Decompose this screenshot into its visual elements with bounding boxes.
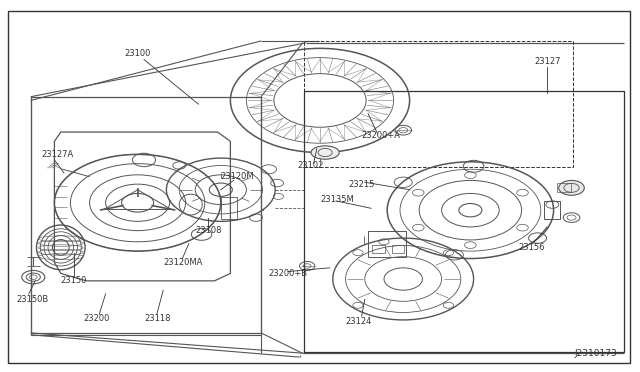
Text: J2310173: J2310173 [575, 349, 618, 358]
Bar [304, 91, 624, 352]
Bar [544, 201, 560, 219]
Text: 23127A: 23127A [42, 150, 74, 159]
Bar [557, 183, 571, 192]
Ellipse shape [311, 146, 339, 159]
Text: 23102: 23102 [298, 161, 324, 170]
Text: 23124: 23124 [346, 317, 372, 326]
Text: 23150: 23150 [61, 276, 87, 285]
Text: 23100: 23100 [125, 49, 151, 58]
Text: 23200+A: 23200+A [362, 131, 401, 140]
Circle shape [559, 180, 584, 195]
Text: 23215: 23215 [349, 180, 375, 189]
Text: 23150B: 23150B [16, 295, 48, 304]
Bar [368, 231, 406, 257]
Bar [392, 245, 404, 253]
Text: 23108: 23108 [195, 226, 221, 235]
Bar [304, 41, 573, 167]
Text: 23120M: 23120M [221, 172, 255, 181]
Text: 23127: 23127 [534, 57, 561, 66]
Bar [372, 245, 385, 253]
Text: 23200+B: 23200+B [269, 269, 308, 278]
Text: 23135M: 23135M [320, 195, 354, 203]
Bar [221, 197, 237, 219]
Text: 23200: 23200 [83, 314, 109, 323]
Text: 23156: 23156 [518, 243, 545, 252]
Text: 23120MA: 23120MA [163, 258, 203, 267]
Text: 23118: 23118 [144, 314, 170, 323]
